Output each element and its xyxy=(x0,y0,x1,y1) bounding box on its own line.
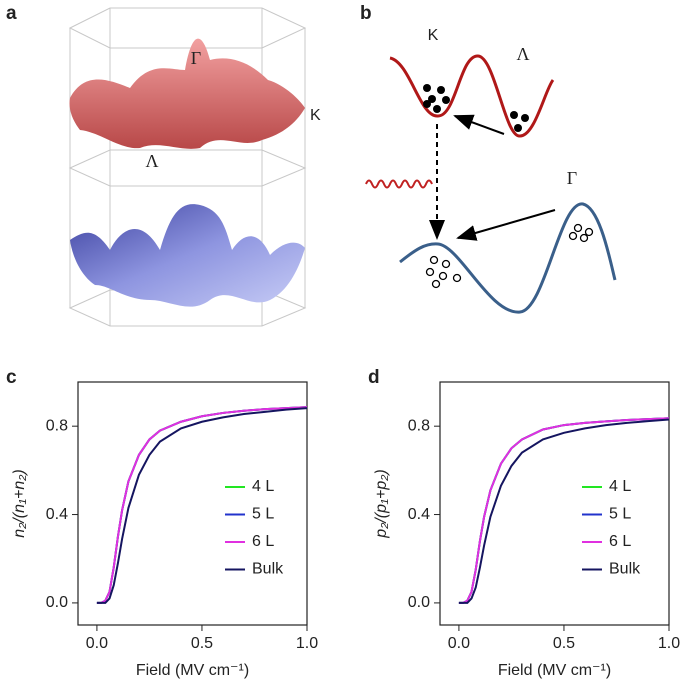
conduction-band xyxy=(389,54,555,138)
x-tick-label: 0.5 xyxy=(191,635,213,652)
plot-frame xyxy=(439,381,670,626)
valence-band-surface xyxy=(70,204,305,307)
x-axis-label: Field (MV cm⁻¹) xyxy=(498,662,611,679)
legend-label: 4 L xyxy=(252,478,274,495)
plot-frame xyxy=(77,381,308,626)
series-line xyxy=(96,407,308,604)
y-tick-label: 0.4 xyxy=(408,506,430,523)
valley-label: Γ xyxy=(567,168,577,188)
panel-a: a Γ K Λ xyxy=(6,3,321,327)
x-tick-label: 1.0 xyxy=(296,635,318,652)
point-label: Γ xyxy=(191,48,201,68)
legend-label: 6 L xyxy=(252,533,274,550)
panel-label: d xyxy=(368,367,380,388)
panel-label: a xyxy=(6,3,17,24)
valley-label: K xyxy=(428,27,439,44)
photon xyxy=(365,179,433,189)
holes xyxy=(425,223,594,289)
series-line xyxy=(458,418,670,604)
conduction-band-surface xyxy=(69,38,306,149)
legend-label: Bulk xyxy=(252,561,284,578)
legend-label: 5 L xyxy=(609,506,631,523)
wireframe xyxy=(68,7,307,327)
point-label: K xyxy=(310,107,321,124)
electrons xyxy=(423,84,529,132)
valence-band xyxy=(399,202,617,314)
arrow xyxy=(453,114,505,135)
x-axis-label: Field (MV cm⁻¹) xyxy=(136,662,249,679)
panel-label: c xyxy=(6,367,17,388)
arrow xyxy=(456,209,556,241)
legend-label: Bulk xyxy=(609,561,641,578)
y-tick-label: 0.4 xyxy=(46,506,68,523)
y-axis-label: p₂/(p₁+p₂) xyxy=(373,469,390,538)
y-tick-label: 0.0 xyxy=(46,594,68,611)
panel-label: b xyxy=(360,3,372,24)
valley-label: Λ xyxy=(516,44,529,64)
series-line xyxy=(458,417,670,604)
x-tick-label: 0.5 xyxy=(553,635,575,652)
legend-label: 6 L xyxy=(609,533,631,550)
x-tick-label: 0.0 xyxy=(448,635,470,652)
y-tick-label: 0.8 xyxy=(408,417,430,434)
panel-b: b K Λ Γ xyxy=(360,3,617,314)
legend-label: 4 L xyxy=(609,478,631,495)
series-line xyxy=(96,406,308,604)
x-tick-label: 1.0 xyxy=(658,635,680,652)
y-axis-label: n₂/(n₁+n₂) xyxy=(11,469,28,537)
legend-label: 5 L xyxy=(252,506,274,523)
y-tick-label: 0.8 xyxy=(46,417,68,434)
point-label: Λ xyxy=(145,151,158,171)
y-tick-label: 0.0 xyxy=(408,594,430,611)
x-tick-label: 0.0 xyxy=(86,635,108,652)
